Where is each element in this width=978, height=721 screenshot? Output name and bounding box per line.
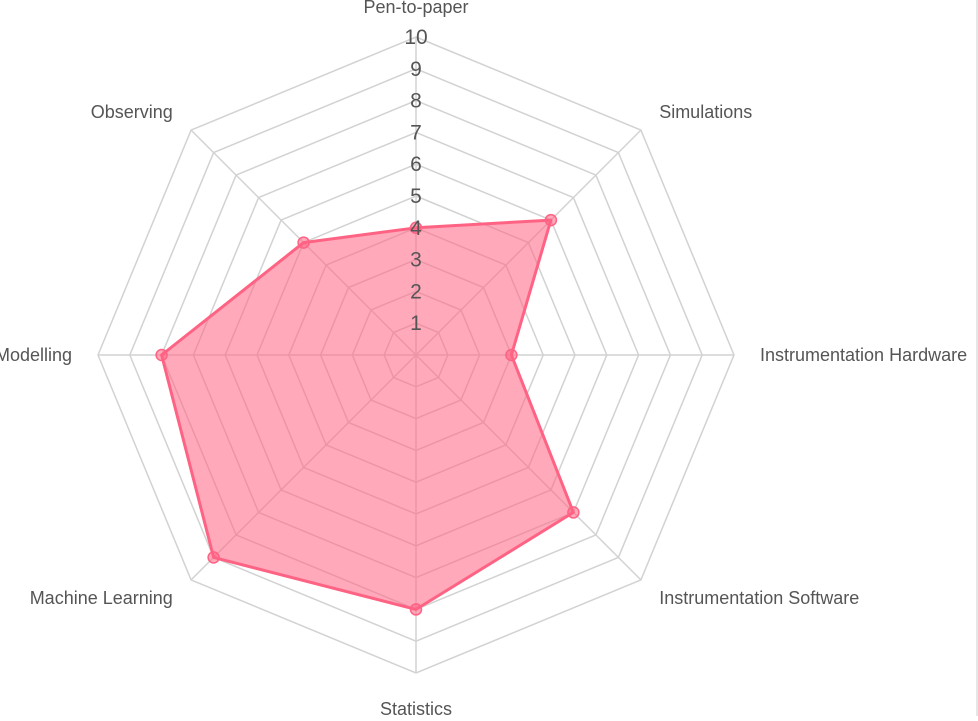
right-border xyxy=(976,0,978,716)
data-point-3 xyxy=(567,506,580,519)
tick-label: 4 xyxy=(410,217,422,240)
series-area xyxy=(160,218,575,611)
tick-label: 3 xyxy=(410,249,422,272)
data-point-7 xyxy=(297,236,310,249)
axis-label-pen-to-paper: Pen-to-paper xyxy=(363,0,468,17)
tick-label: 8 xyxy=(410,90,422,113)
axis-label-machine-learning: Machine Learning xyxy=(30,588,173,608)
data-point-0 xyxy=(409,221,423,235)
data-point-1 xyxy=(544,213,558,227)
axis-label-modelling: Modelling xyxy=(0,345,72,365)
tick-label: 6 xyxy=(410,153,422,176)
data-point-4 xyxy=(409,603,423,616)
data-point-5 xyxy=(207,551,220,564)
tick-label: 1 xyxy=(410,312,422,335)
radar-tick-labels: 1 2 3 4 5 6 7 8 9 10 xyxy=(404,26,427,335)
axis-label-instrumentation-software: Instrumentation Software xyxy=(659,588,859,608)
tick-label: 5 xyxy=(410,185,422,208)
tick-label: 10 xyxy=(404,26,427,49)
tick-label: 9 xyxy=(410,58,422,81)
tick-label: 7 xyxy=(410,121,422,144)
tick-label: 2 xyxy=(410,280,422,303)
data-point-6 xyxy=(155,348,168,362)
axis-label-simulations: Simulations xyxy=(659,102,752,122)
axis-label-statistics: Statistics xyxy=(380,699,452,716)
axis-label-instrumentation-hardware: Instrumentation Hardware xyxy=(760,345,967,365)
data-point-2 xyxy=(505,348,518,362)
axis-label-observing: Observing xyxy=(91,102,173,122)
radar-series xyxy=(155,213,580,616)
